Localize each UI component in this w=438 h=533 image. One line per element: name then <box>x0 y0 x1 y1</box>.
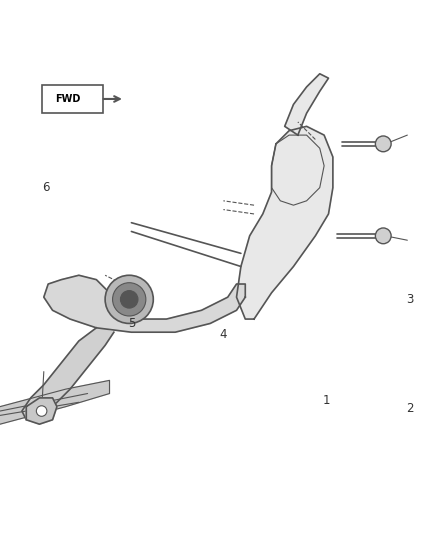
Polygon shape <box>44 275 245 332</box>
Text: 5: 5 <box>128 317 135 330</box>
Text: 6: 6 <box>42 181 50 194</box>
Polygon shape <box>26 398 57 424</box>
Circle shape <box>113 282 146 316</box>
Polygon shape <box>285 74 328 135</box>
Text: FWD: FWD <box>55 94 81 104</box>
Text: 1: 1 <box>322 393 330 407</box>
Text: 4: 4 <box>219 328 227 341</box>
Circle shape <box>375 136 391 152</box>
Polygon shape <box>22 328 114 420</box>
Text: 3: 3 <box>406 293 413 306</box>
FancyBboxPatch shape <box>42 85 103 113</box>
Circle shape <box>36 406 47 416</box>
Circle shape <box>105 275 153 324</box>
Text: 2: 2 <box>406 402 413 415</box>
Circle shape <box>120 290 138 308</box>
Polygon shape <box>237 126 333 319</box>
Circle shape <box>375 228 391 244</box>
Polygon shape <box>0 381 110 424</box>
